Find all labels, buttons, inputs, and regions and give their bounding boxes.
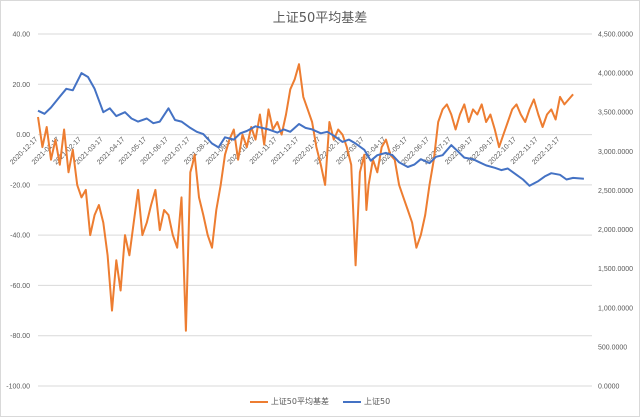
y-left-tick: 0.00 bbox=[16, 132, 30, 139]
y-right-tick: 1,000.0000 bbox=[598, 305, 633, 312]
y-left-tick: 20.00 bbox=[12, 82, 30, 89]
y-right-tick: 2,500.0000 bbox=[598, 188, 633, 195]
y-left-tick: -60.00 bbox=[10, 283, 30, 290]
legend-label-basis: 上证50平均基差 bbox=[270, 397, 329, 406]
legend-swatch-orange bbox=[249, 400, 268, 403]
chart-title: 上证50平均基差 bbox=[272, 11, 368, 26]
y-left-tick: -20.00 bbox=[10, 182, 30, 189]
y-right-tick: 0.0000 bbox=[598, 384, 620, 391]
y-right-tick: 3,500.0000 bbox=[598, 110, 633, 117]
legend-item-sse50: 上证50 bbox=[343, 396, 390, 407]
legend-item-basis: 上证50平均基差 bbox=[249, 396, 329, 407]
y-left-tick: -40.00 bbox=[10, 233, 30, 240]
y-right-tick: 500.0000 bbox=[598, 344, 627, 351]
y-right-tick: 2,000.0000 bbox=[598, 227, 633, 234]
y-right-tick: 4,500.0000 bbox=[598, 32, 633, 39]
legend-swatch-blue bbox=[343, 400, 361, 403]
legend-label-sse50: 上证50 bbox=[364, 397, 391, 406]
chart-legend: 上证50平均基差 上证50 bbox=[0, 396, 640, 407]
y-left-tick: -80.00 bbox=[10, 333, 30, 340]
y-right-tick: 3,000.0000 bbox=[598, 149, 633, 156]
y-left-tick: 40.00 bbox=[12, 32, 30, 39]
y-right-tick: 1,500.0000 bbox=[598, 266, 633, 273]
y-right-tick: 4,000.0000 bbox=[598, 71, 633, 78]
basis-line bbox=[37, 63, 574, 332]
sse50-line bbox=[37, 72, 584, 187]
y-left-tick: -100.00 bbox=[6, 384, 30, 391]
